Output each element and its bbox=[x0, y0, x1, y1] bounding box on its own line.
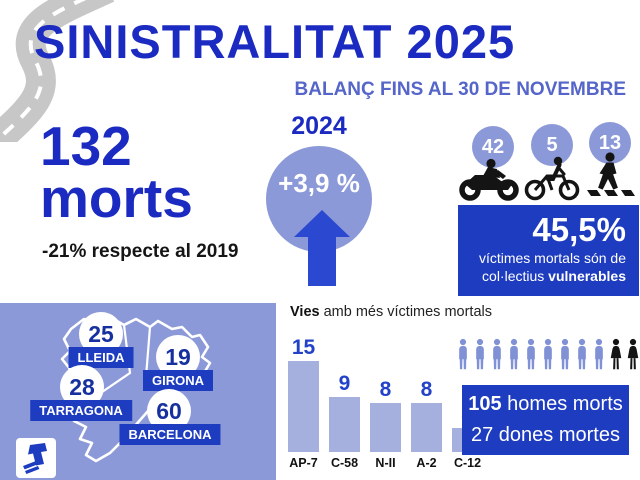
page-title: SINISTRALITAT 2025 bbox=[34, 15, 516, 68]
x-tick-label: AP-7 bbox=[289, 456, 318, 470]
vulnerable-stat-box: 45,5% víctimes mortals són de col·lectiu… bbox=[458, 205, 639, 296]
yoy-year-label: 2024 bbox=[291, 112, 347, 140]
total-deaths-value: 132 bbox=[40, 115, 132, 177]
men-deaths-line: 105 homes morts bbox=[468, 393, 623, 415]
vulnerable-caption-line1: víctimes mortals són de bbox=[478, 249, 626, 266]
bar bbox=[411, 403, 442, 452]
bar-chart-x-axis: AP-7 C-58 N-II A-2 C-12 bbox=[288, 456, 484, 470]
total-deaths-unit: morts bbox=[40, 167, 193, 230]
male-person-icon bbox=[455, 337, 471, 372]
bar bbox=[370, 403, 401, 452]
female-person-icon bbox=[608, 337, 624, 372]
pedestrian-icon bbox=[587, 152, 635, 196]
tarragona-deaths-value: 28 bbox=[69, 373, 95, 400]
yoy-delta-value: +3,9 % bbox=[278, 168, 360, 198]
male-person-icon bbox=[506, 337, 522, 372]
gender-pictogram-row bbox=[455, 337, 640, 372]
bar-value: 15 bbox=[291, 335, 316, 359]
cyclist-deaths-value: 5 bbox=[546, 133, 558, 156]
pedestrian-deaths-value: 13 bbox=[598, 131, 622, 154]
tarragona-label: TARRAGONA bbox=[30, 400, 132, 421]
bar-column-ap7: 15 bbox=[288, 335, 319, 452]
male-person-icon bbox=[557, 337, 573, 372]
bar-value: 8 bbox=[379, 378, 392, 402]
motorcyclist-deaths-value: 42 bbox=[481, 135, 505, 158]
girona-label: GIRONA bbox=[143, 370, 213, 391]
barcelona-deaths-value: 60 bbox=[156, 397, 182, 424]
catalonia-map-outline bbox=[60, 315, 212, 463]
bar-column-a2: 8 bbox=[411, 378, 442, 452]
transit-authority-logo bbox=[16, 438, 56, 478]
page-subtitle: BALANÇ FINS AL 30 DE NOVEMBRE bbox=[294, 79, 626, 100]
lleida-deaths-value: 25 bbox=[88, 320, 114, 347]
logo-glyph-icon bbox=[23, 443, 47, 474]
male-person-icon bbox=[472, 337, 488, 372]
barcelona-label: BARCELONA bbox=[119, 424, 221, 445]
bar bbox=[288, 360, 319, 452]
total-deaths: 132 morts bbox=[40, 115, 193, 230]
chart-title: Vies amb més víctimes mortals bbox=[290, 304, 492, 320]
male-person-icon bbox=[574, 337, 590, 372]
bar-column-c58: 9 bbox=[329, 372, 360, 452]
x-tick-label: C-58 bbox=[330, 456, 359, 470]
comparison-2019: -21% respecte al 2019 bbox=[42, 241, 239, 262]
vulnerable-caption-line2: col·lectius vulnerables bbox=[482, 268, 626, 285]
x-tick-label: C-12 bbox=[453, 456, 482, 470]
bar-value: 9 bbox=[338, 372, 351, 396]
male-person-icon bbox=[523, 337, 539, 372]
road-graphic bbox=[0, 0, 115, 142]
x-tick-label: A-2 bbox=[416, 456, 437, 470]
male-person-icon bbox=[489, 337, 505, 372]
x-tick-label: N-II bbox=[375, 456, 396, 470]
cyclist-deaths-badge: 5 bbox=[531, 124, 573, 166]
lleida-label: LLEIDA bbox=[68, 347, 134, 368]
girona-deaths-value: 19 bbox=[165, 343, 191, 370]
gender-stat-box: 105 homes morts 27 dones mortes bbox=[462, 385, 629, 455]
bicycle-icon bbox=[524, 156, 580, 201]
motorcycle-icon bbox=[459, 158, 519, 201]
bar-value: 8 bbox=[420, 378, 433, 402]
male-person-icon bbox=[591, 337, 607, 372]
up-arrow-icon bbox=[294, 210, 350, 286]
vulnerable-percentage: 45,5% bbox=[532, 211, 626, 248]
bar bbox=[329, 397, 360, 452]
female-person-icon bbox=[625, 337, 640, 372]
women-deaths-line: 27 dones mortes bbox=[471, 424, 620, 446]
bar-column-nii: 8 bbox=[370, 378, 401, 452]
pedestrian-deaths-badge: 13 bbox=[589, 122, 631, 164]
male-person-icon bbox=[540, 337, 556, 372]
map-panel: 25 LLEIDA 19 GIRONA 28 TARRAGONA 60 BARC… bbox=[0, 303, 276, 480]
